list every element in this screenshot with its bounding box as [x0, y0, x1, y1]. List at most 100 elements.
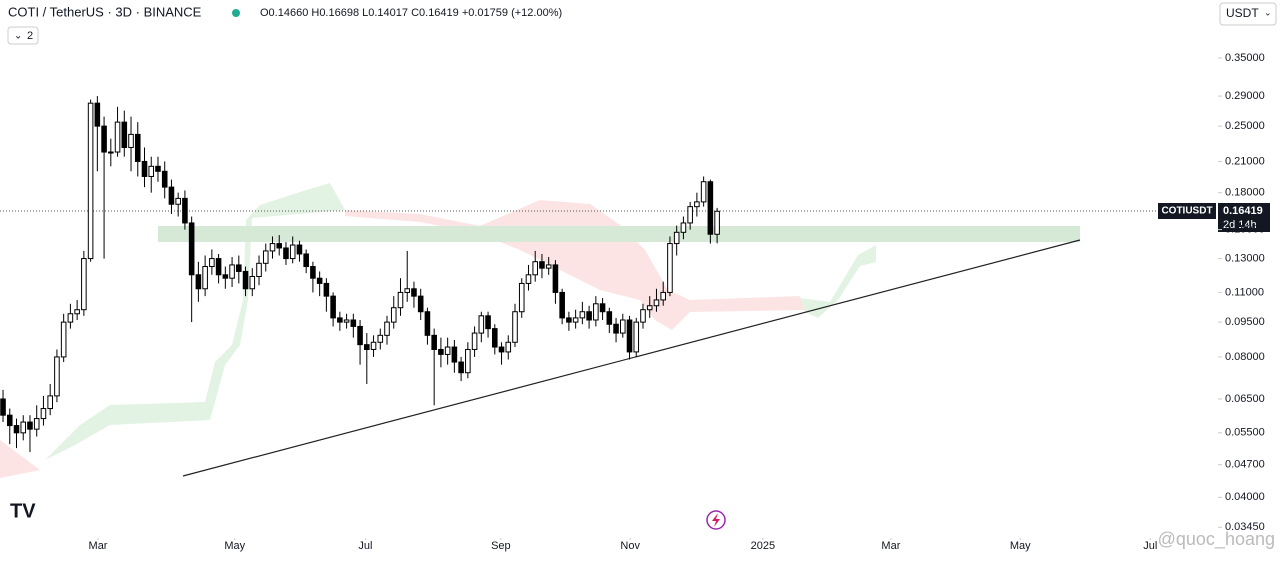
candle-body — [6, 414, 13, 427]
candle-body — [438, 348, 444, 355]
candle-body — [606, 311, 613, 325]
y-tick-label: 0.18000 — [1225, 187, 1265, 199]
candle-body — [673, 231, 680, 245]
y-tick-label: 0.05500 — [1225, 427, 1265, 439]
candle-body — [505, 341, 512, 353]
candle-body — [141, 160, 148, 177]
candle-body — [128, 133, 134, 148]
candle-body — [613, 323, 619, 334]
candle-body — [148, 165, 155, 177]
candle-body — [236, 264, 242, 272]
candle-body — [121, 121, 128, 148]
x-tick-label: May — [1010, 540, 1031, 552]
watermark: @quoc_hoang — [1158, 529, 1275, 550]
y-tick-label: 0.11000 — [1225, 286, 1264, 298]
candle-body — [330, 295, 336, 319]
candle-body — [74, 309, 80, 315]
candle-body — [370, 341, 377, 350]
candle-body — [222, 274, 229, 279]
candle-body — [545, 264, 552, 269]
candle-body — [404, 288, 411, 293]
trendline — [182, 239, 1081, 477]
candle-body — [134, 133, 141, 162]
y-tick-label: 0.15000 — [1225, 224, 1265, 236]
y-tick-label: 0.06500 — [1225, 393, 1265, 405]
candle-body — [431, 334, 437, 350]
candle-body — [566, 317, 572, 323]
candle-body — [262, 250, 269, 264]
candle-body — [108, 151, 114, 154]
candle-body — [646, 305, 653, 311]
candle-body — [60, 321, 67, 358]
candle-body — [168, 186, 175, 205]
candle-body — [667, 243, 673, 293]
ohlc: O0.14660 H0.16698 L0.14017 C0.16419 +0.0… — [260, 7, 562, 19]
candle-body — [87, 102, 94, 260]
candle-body — [465, 348, 471, 374]
candle-body — [94, 102, 101, 127]
candle-body — [714, 210, 720, 235]
resistance-zone — [158, 226, 1080, 242]
candle-body — [289, 244, 296, 260]
candle-body — [276, 243, 283, 249]
y-tick-label: 0.29000 — [1225, 90, 1265, 102]
y-tick-label: 0.04000 — [1225, 491, 1265, 503]
candle-body — [444, 346, 451, 355]
candle-body — [209, 258, 215, 268]
indicator-count: 2 — [27, 30, 33, 42]
candle-body — [54, 356, 60, 397]
candle-body — [350, 319, 357, 327]
candle-body — [20, 421, 27, 434]
candle-body — [283, 247, 289, 260]
candle-body — [316, 277, 323, 284]
x-tick-label: Jul — [358, 540, 372, 552]
candle-body — [525, 274, 532, 284]
candle-body — [242, 270, 249, 290]
x-tick-label: Mar — [881, 540, 900, 552]
candle-body — [633, 321, 640, 353]
candle-body — [303, 253, 309, 268]
candle-body — [532, 261, 539, 276]
candle-body — [67, 313, 74, 323]
cloud-green — [800, 245, 876, 318]
cloud-red — [345, 200, 805, 330]
y-tick-label: 0.25000 — [1225, 120, 1265, 132]
collapse-icon: ⌄ — [14, 31, 22, 42]
candle-body — [424, 311, 431, 336]
y-tick-label: 0.04700 — [1225, 459, 1265, 471]
candle-body — [384, 321, 390, 336]
symbol-title: COTI / TetherUS · 3D · BINANCE — [8, 4, 202, 19]
candle-body — [114, 121, 121, 153]
candle-body — [680, 222, 687, 233]
candle-body — [599, 303, 606, 313]
y-tick-label: 0.09500 — [1225, 316, 1265, 328]
candle-body — [660, 291, 666, 301]
candle-body — [417, 295, 424, 313]
candle-body — [310, 266, 316, 279]
candle-body — [215, 258, 222, 276]
candle-body — [81, 258, 87, 311]
symbol-label-box — [1158, 203, 1216, 219]
price-label-box — [1218, 203, 1270, 232]
candle-body — [269, 243, 276, 252]
x-tick-label: Jul — [1143, 540, 1157, 552]
candle-body — [175, 197, 181, 205]
candle-body — [411, 288, 417, 297]
currency-icon: ⌄ — [1264, 7, 1272, 17]
candle-body — [458, 361, 464, 374]
collapse-button[interactable] — [7, 26, 39, 45]
x-tick-label: May — [224, 540, 245, 552]
currency-button[interactable] — [1219, 2, 1277, 26]
countdown: 2d 14h — [1223, 219, 1257, 231]
lightning-bolt — [712, 513, 720, 527]
candle-body — [249, 275, 256, 290]
x-tick-label: Sep — [491, 540, 511, 552]
candle-body — [619, 319, 626, 334]
candle-body — [40, 408, 47, 420]
x-tick-label: Nov — [620, 540, 640, 552]
candle-body — [0, 398, 6, 416]
candle-body — [182, 197, 188, 224]
candle-body — [694, 201, 700, 208]
candle-body — [357, 325, 363, 346]
